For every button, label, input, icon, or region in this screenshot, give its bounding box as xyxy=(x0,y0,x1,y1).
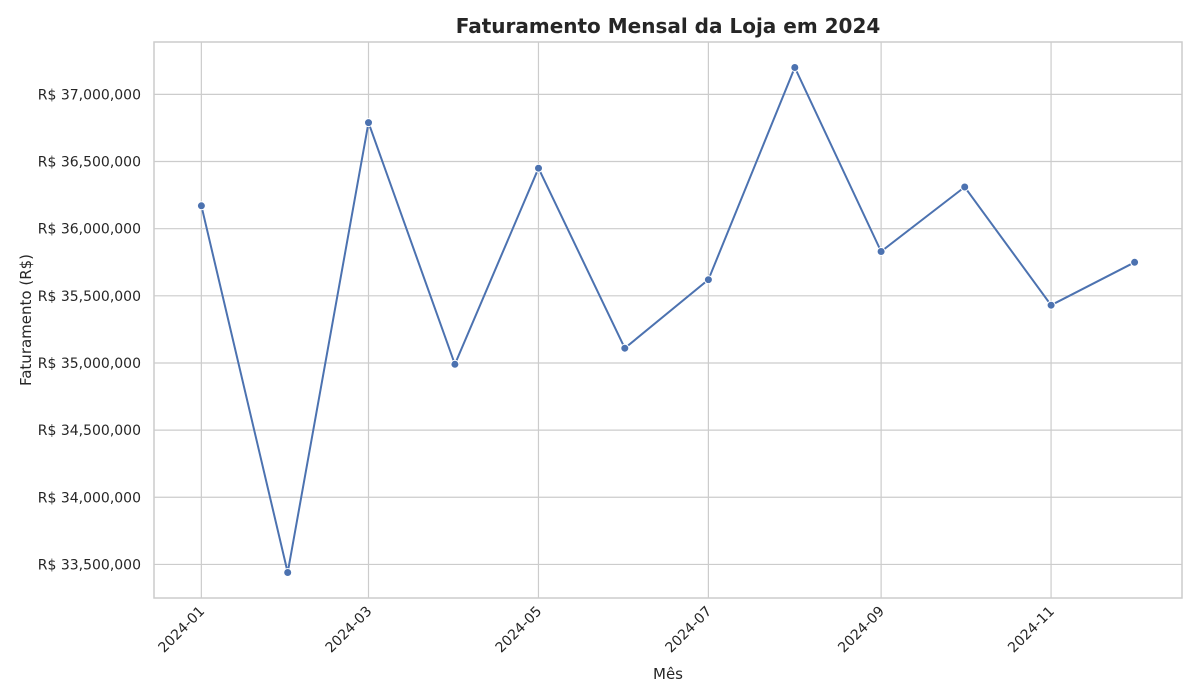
y-tick-label: R$ 35,500,000 xyxy=(38,289,141,305)
grid-lines xyxy=(154,42,1182,598)
data-point xyxy=(283,568,293,577)
data-point xyxy=(1046,300,1056,310)
series-layer xyxy=(196,63,1140,577)
x-tick-label: 2024-07 xyxy=(663,604,716,657)
data-point xyxy=(450,359,460,369)
y-tick-label: R$ 34,500,000 xyxy=(38,423,141,439)
y-tick-label: R$ 36,000,000 xyxy=(38,222,141,238)
data-point xyxy=(534,163,543,173)
y-tick-label: R$ 37,000,000 xyxy=(38,87,141,103)
data-point xyxy=(960,182,970,192)
data-point xyxy=(620,343,630,353)
series-line xyxy=(200,65,1136,573)
y-tick-label: R$ 36,500,000 xyxy=(38,155,141,171)
data-point xyxy=(876,247,886,256)
y-tick-label: R$ 35,000,000 xyxy=(38,356,141,372)
x-tick-label: 2024-01 xyxy=(156,604,209,657)
chart-title: Faturamento Mensal da Loja em 2024 xyxy=(456,14,881,38)
data-point xyxy=(790,63,800,72)
y-tick-label: R$ 34,000,000 xyxy=(38,490,141,506)
data-point xyxy=(364,118,373,128)
y-tick-labels: R$ 33,500,000 R$ 34,000,000 R$ 34,500,000 R… xyxy=(38,87,141,573)
data-point xyxy=(1130,257,1140,267)
data-point xyxy=(196,201,206,211)
x-tick-labels: 2024-01 2024-03 2024-05 2024-07 2024-09 2024-… xyxy=(156,604,1058,657)
x-tick-label: 2024-11 xyxy=(1005,604,1058,657)
x-tick-label: 2024-09 xyxy=(835,604,888,657)
x-tick-label: 2024-03 xyxy=(323,604,376,657)
y-axis-label: Faturamento (R$) xyxy=(17,254,35,386)
x-axis-label: Mês xyxy=(653,665,683,683)
data-point xyxy=(703,275,713,285)
x-tick-label: 2024-05 xyxy=(493,604,546,657)
plot-frame xyxy=(153,41,1183,599)
y-tick-label: R$ 33,500,000 xyxy=(38,557,141,573)
